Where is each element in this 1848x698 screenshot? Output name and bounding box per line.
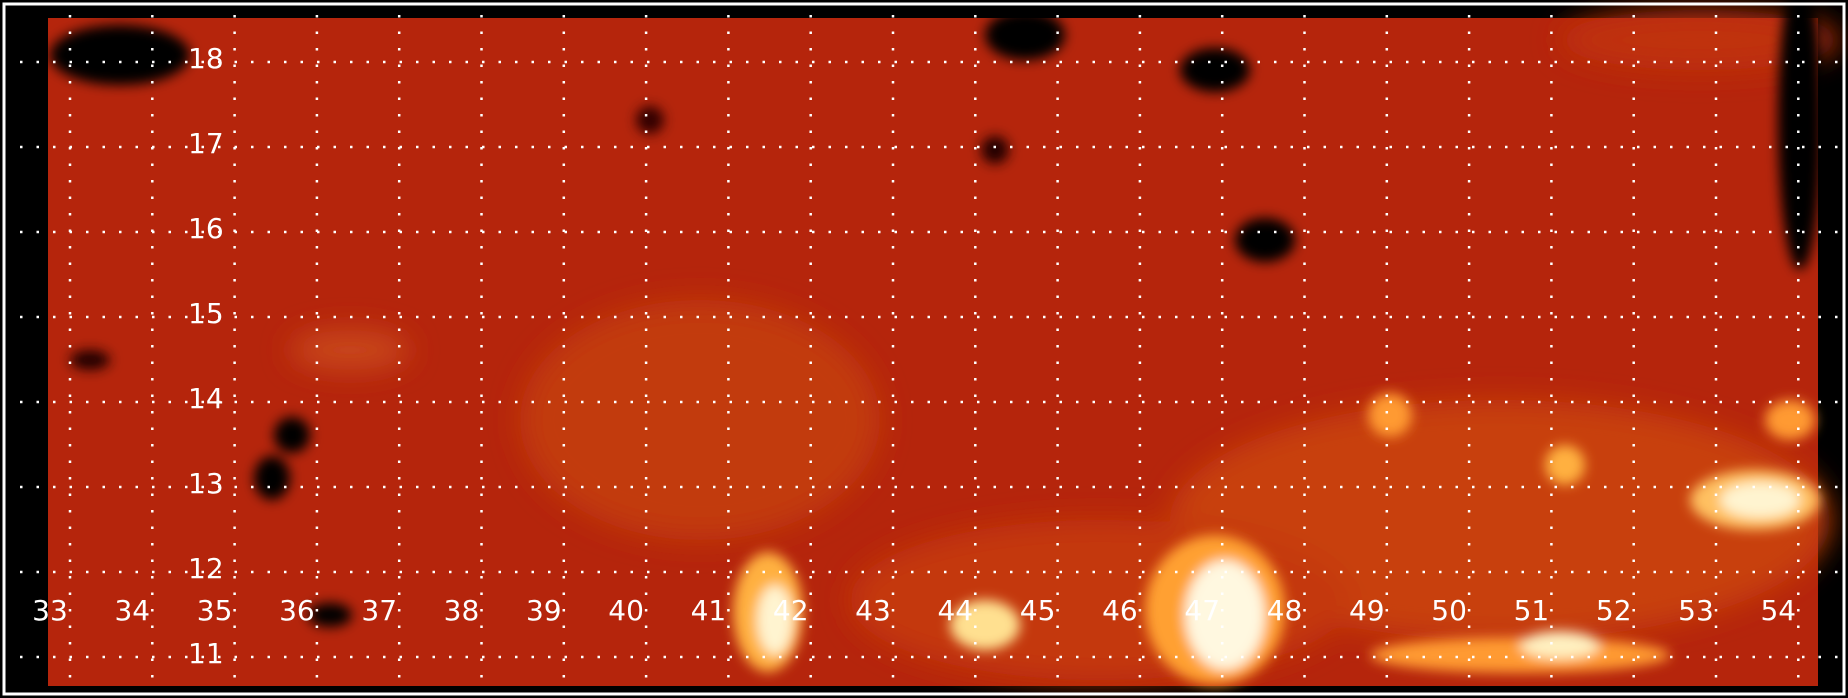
x-label: 54 — [1760, 594, 1796, 627]
y-label: 15 — [188, 297, 224, 330]
x-label: 38 — [444, 594, 480, 627]
bright-sources — [733, 393, 1820, 685]
x-label: 41 — [691, 594, 727, 627]
y-label: 17 — [188, 127, 224, 160]
x-label: 45 — [1020, 594, 1056, 627]
x-label: 40 — [608, 594, 644, 627]
dark-regions — [50, 0, 1822, 627]
y-label: 16 — [188, 212, 224, 245]
x-label: 37 — [361, 594, 397, 627]
y-label: 13 — [188, 467, 224, 500]
x-label: 35 — [197, 594, 233, 627]
x-label: 33 — [32, 594, 68, 627]
y-label: 14 — [188, 382, 224, 415]
x-label: 48 — [1267, 594, 1303, 627]
coordinate-grid: 18 17 16 15 14 13 12 11 33 34 35 36 37 38 39 40 41 42 43 44… — [20, 15, 1840, 690]
x-label: 50 — [1431, 594, 1467, 627]
x-label: 42 — [773, 594, 809, 627]
x-label: 52 — [1596, 594, 1632, 627]
y-label: 12 — [188, 552, 224, 585]
x-label: 49 — [1349, 594, 1385, 627]
y-label: 11 — [188, 637, 224, 670]
x-label: 34 — [114, 594, 150, 627]
x-label: 44 — [937, 594, 973, 627]
x-label: 53 — [1678, 594, 1714, 627]
x-label: 46 — [1102, 594, 1138, 627]
y-label: 18 — [188, 42, 224, 75]
x-label: 36 — [279, 594, 315, 627]
x-label: 51 — [1514, 594, 1550, 627]
x-label: 47 — [1184, 594, 1220, 627]
x-label: 43 — [855, 594, 891, 627]
x-label: 39 — [526, 594, 562, 627]
